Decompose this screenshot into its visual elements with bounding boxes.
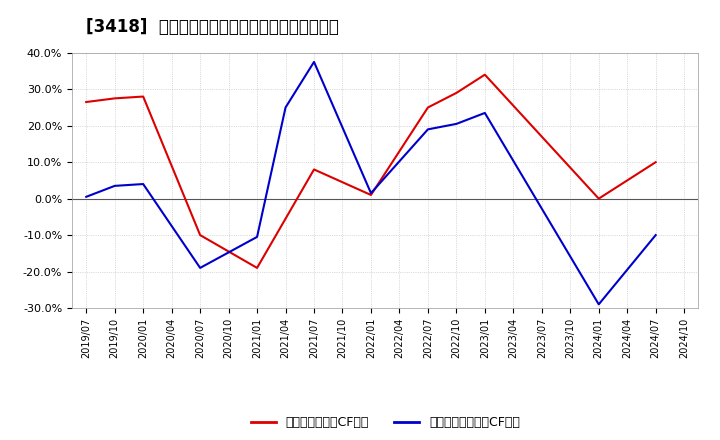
Legend: 有利子負債営業CF比率, 有利子負債フリーCF比率: 有利子負債営業CF比率, 有利子負債フリーCF比率	[246, 411, 525, 434]
Text: [3418]  有利子負債キャッシュフロー比率の推移: [3418] 有利子負債キャッシュフロー比率の推移	[86, 18, 339, 36]
